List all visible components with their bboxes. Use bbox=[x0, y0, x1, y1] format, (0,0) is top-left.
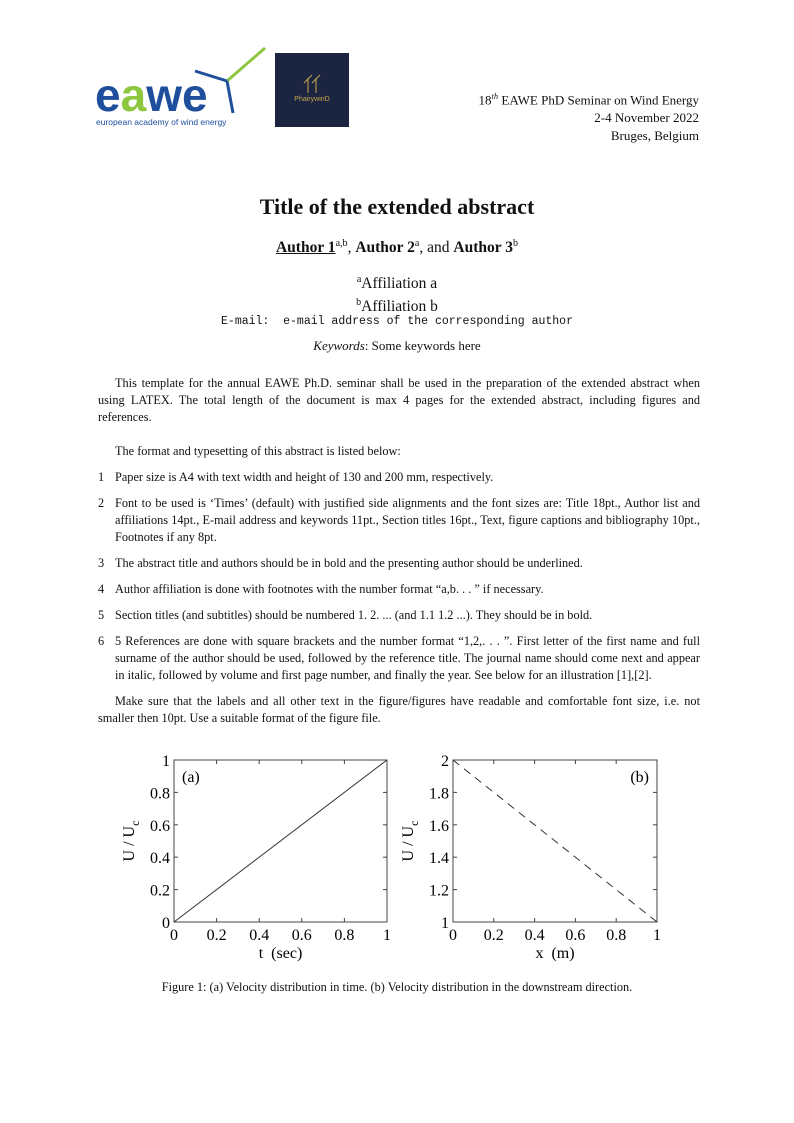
svg-text:eawe: eawe bbox=[95, 69, 208, 121]
plot-frame bbox=[173, 759, 388, 923]
y-tick-label: 1 bbox=[162, 753, 170, 770]
x-tick-label: 0 bbox=[170, 927, 178, 944]
figure-1: 0 0.2 0.4 0.6 0.8 100.20.40.60.81t (sec)U / U… bbox=[121, 753, 661, 962]
paper-title: Title of the extended abstract bbox=[259, 194, 535, 219]
list-item: 4 Author affiliation is done with footnot… bbox=[98, 582, 544, 596]
y-tick-label: 0.6 bbox=[150, 818, 170, 835]
x-tick-label: 0.6 bbox=[292, 927, 312, 944]
intro-paragraph: This template for the annual EAWE Ph.D. … bbox=[98, 376, 700, 424]
x-tick-label: 0.4 bbox=[249, 927, 269, 944]
svg-text:PhairywinD: PhairywinD bbox=[294, 96, 329, 103]
y-tick-label: 0.2 bbox=[150, 883, 170, 900]
plot-frame bbox=[452, 759, 658, 923]
y-axis-label: U / Uc bbox=[400, 821, 421, 862]
x-tick-label: 1 bbox=[383, 927, 391, 944]
body-text: This template for the annual EAWE Ph.D. … bbox=[98, 375, 700, 727]
list-item: 5 Section titles (and subtitles) should b… bbox=[98, 608, 593, 622]
keywords: Keywords: Some keywords here bbox=[313, 338, 481, 353]
y-tick-label: 1 bbox=[441, 915, 449, 932]
format-list: 1 Paper size is A4 with text width and he… bbox=[98, 469, 700, 684]
series-line bbox=[452, 759, 658, 923]
svg-text:european academy of wind energ: european academy of wind energy bbox=[96, 117, 227, 127]
eawe-logo: eawe european academy of wind energy bbox=[95, 45, 270, 135]
seminar-header: 18th EAWE PhD Seminar on Wind Energy 2-4… bbox=[478, 91, 699, 144]
x-tick-label: 0.4 bbox=[525, 927, 545, 944]
y-axis-label: U / Uc bbox=[121, 821, 142, 862]
panel-label: (a) bbox=[182, 769, 200, 786]
y-tick-label: 1.6 bbox=[429, 818, 449, 835]
format-intro: The format and typesetting of this abstr… bbox=[115, 444, 401, 458]
email: E-mail: e-mail address of the correspond… bbox=[221, 315, 573, 328]
author-list: Author 1a,b, Author 2a, and Author 3b bbox=[275, 238, 518, 257]
list-item: 1 Paper size is A4 with text width and he… bbox=[98, 470, 494, 484]
x-tick-label: 0.8 bbox=[334, 927, 354, 944]
x-tick-label: 1 bbox=[653, 927, 661, 944]
y-tick-label: 0.4 bbox=[150, 850, 170, 867]
x-tick-label: 0.8 bbox=[606, 927, 626, 944]
x-axis-label: t (sec) bbox=[259, 945, 303, 962]
phairywind-logo: PhairywinD bbox=[275, 53, 349, 127]
y-tick-label: 1.2 bbox=[429, 883, 449, 900]
x-tick-label: 0.2 bbox=[207, 927, 227, 944]
list-item: 3 The abstract title and authors should b… bbox=[98, 556, 583, 570]
y-tick-label: 1.8 bbox=[429, 785, 449, 802]
panel-label: (b) bbox=[630, 769, 649, 786]
affiliations: aAffiliation a bAffiliation b bbox=[356, 274, 438, 316]
figure-note: Make sure that the labels and all other … bbox=[98, 694, 700, 725]
list-item: 2 Font to be used is ‘Times’ (default) wi… bbox=[98, 496, 700, 544]
y-tick-label: 0 bbox=[162, 915, 170, 932]
figure-caption: Figure 1: (a) Velocity distribution in t… bbox=[161, 980, 633, 994]
y-tick-label: 2 bbox=[441, 753, 449, 770]
x-tick-label: 0.2 bbox=[484, 927, 504, 944]
y-tick-label: 1.4 bbox=[429, 850, 449, 867]
x-tick-label: 0.6 bbox=[565, 927, 585, 944]
series-line bbox=[173, 759, 388, 923]
x-tick-label: 0 bbox=[449, 927, 457, 944]
x-axis-label: x (m) bbox=[535, 945, 574, 962]
y-tick-label: 0.8 bbox=[150, 785, 170, 802]
